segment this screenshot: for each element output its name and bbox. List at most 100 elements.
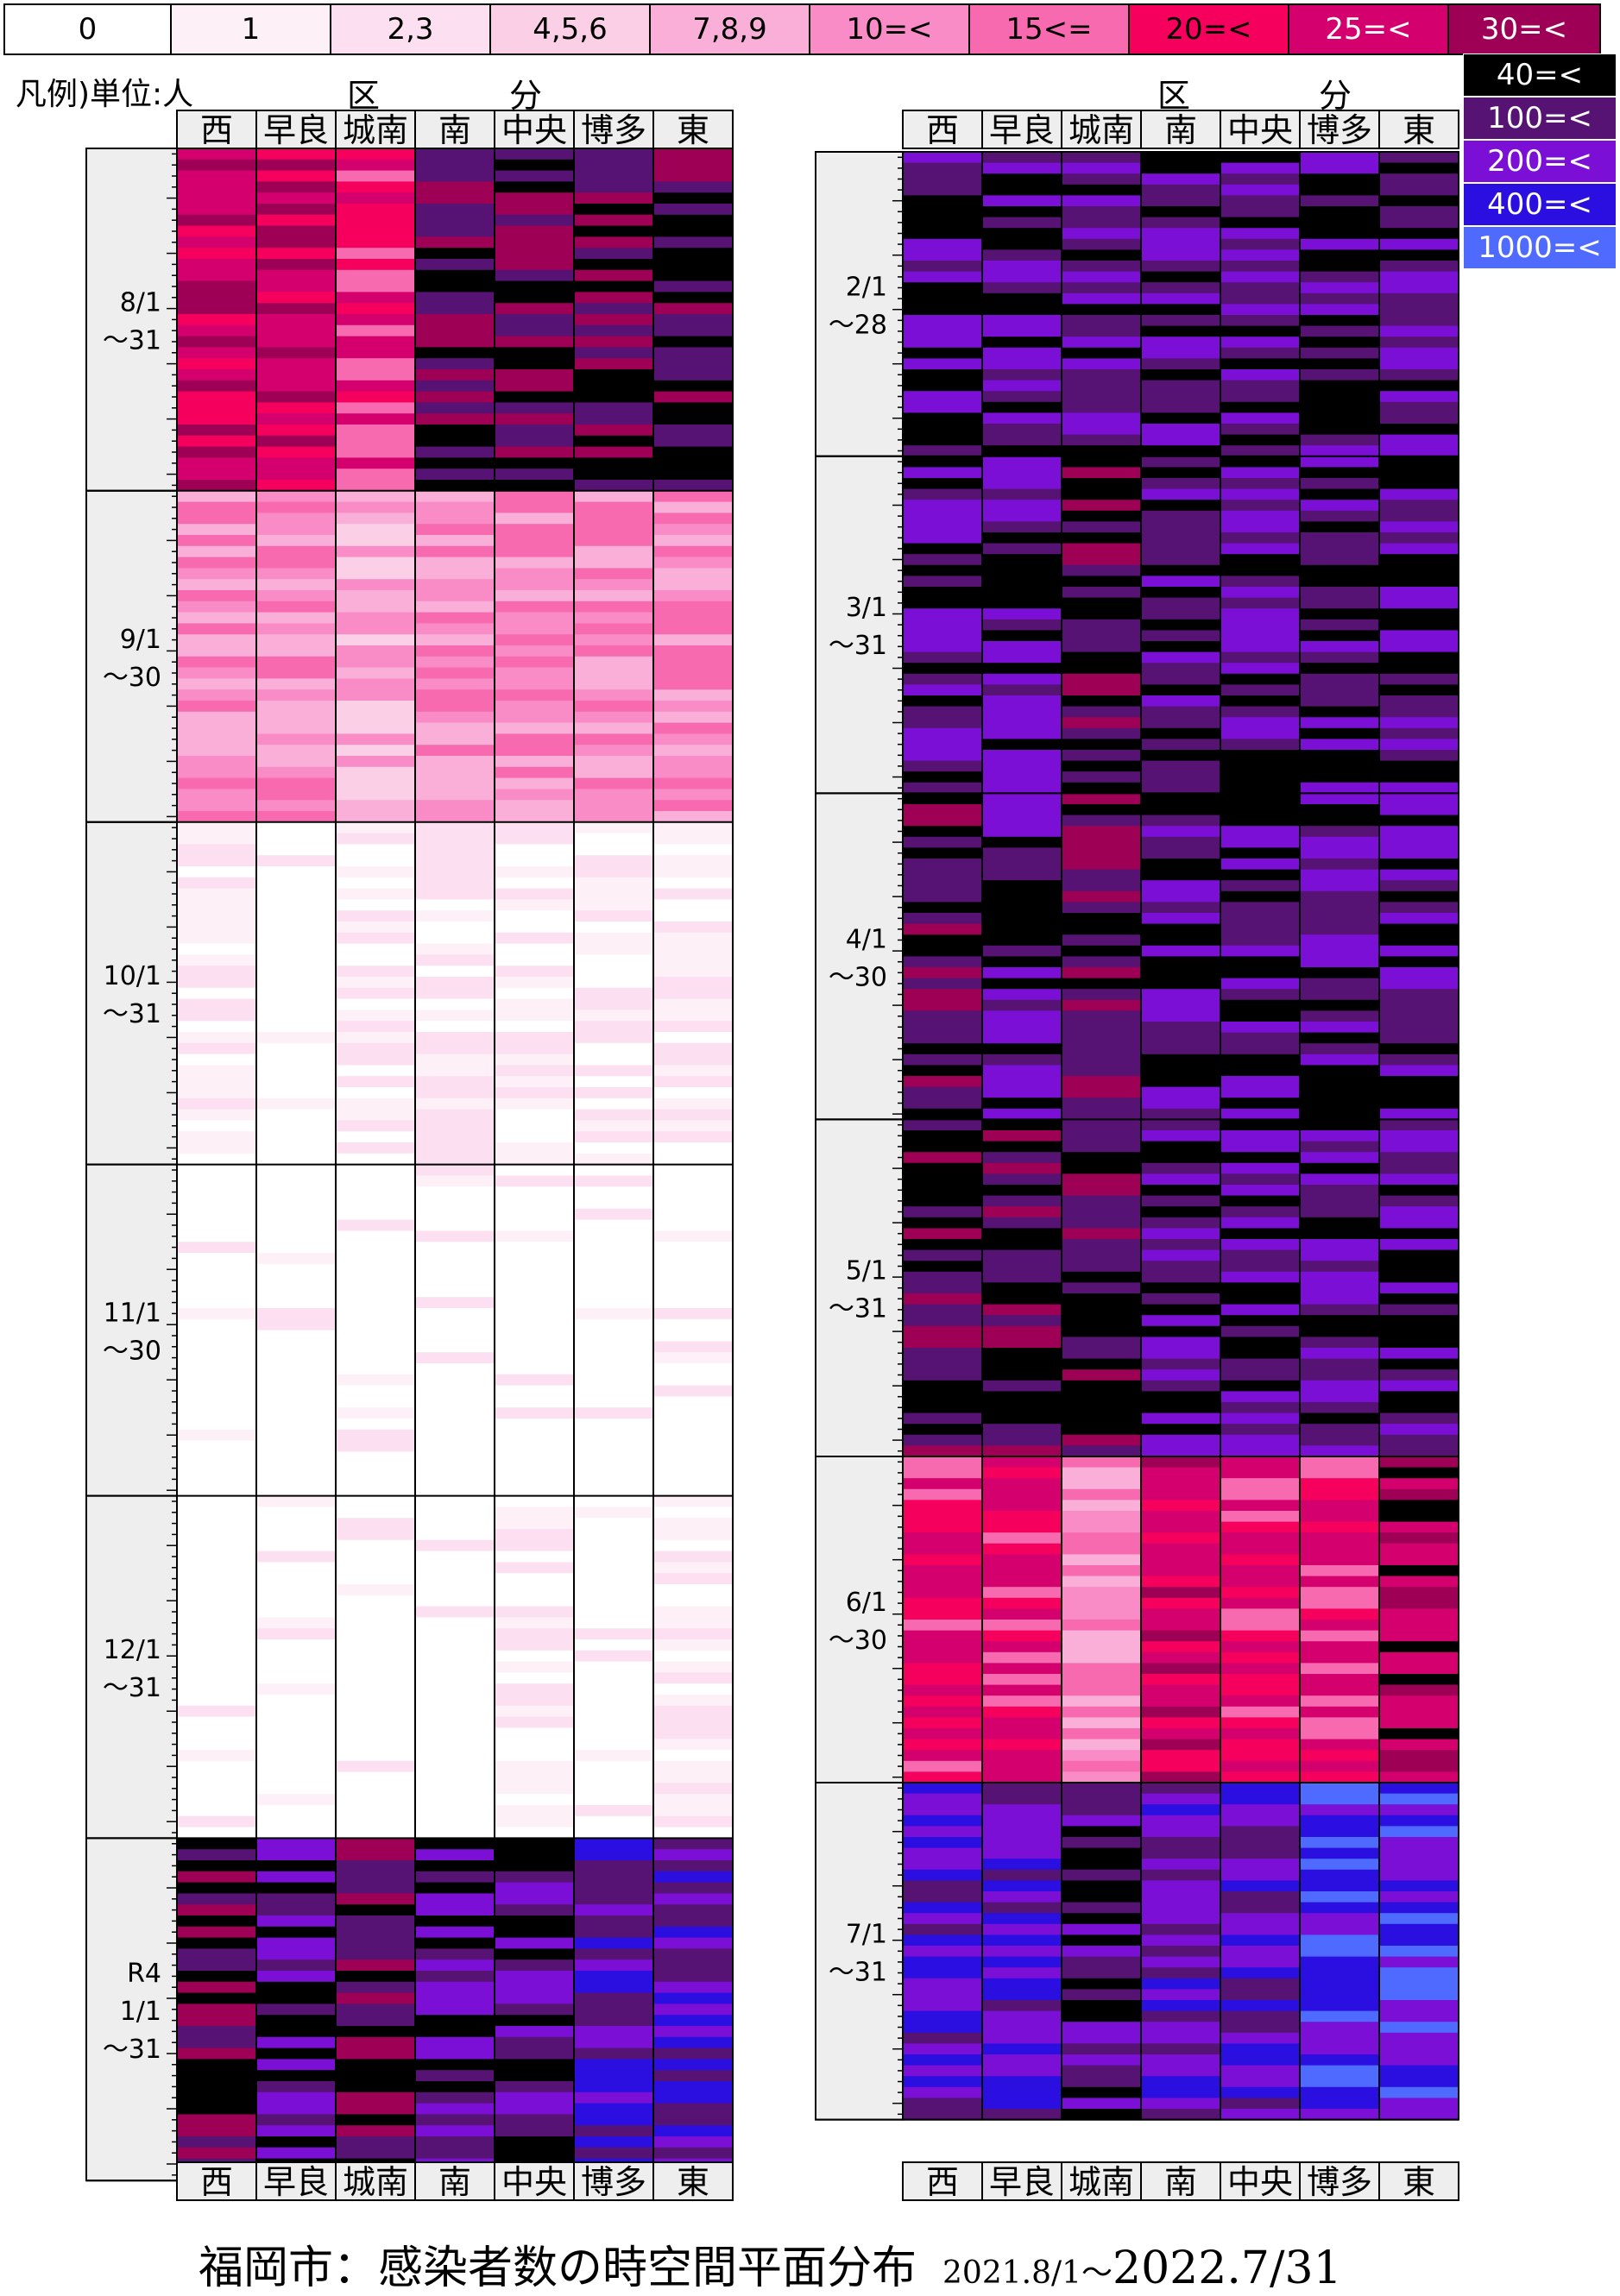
heatmap-cell [903,1837,982,1849]
heatmap-cell [1220,1152,1300,1164]
heatmap-cell [982,1293,1062,1305]
heatmap-cell [1141,261,1220,273]
heatmap-cell [415,987,495,1000]
heatmap-cell [1062,1500,1141,1512]
heatmap-cell [495,1042,574,1055]
heatmap-cell [495,821,574,834]
heatmap-cell [982,651,1062,664]
heatmap-cell [982,695,1062,708]
heatmap-cell [903,1054,982,1066]
heatmap-cell [653,656,733,669]
heatmap-cell [1220,1869,1300,1881]
heatmap-cell [653,1518,733,1530]
heatmap-cell [653,1297,733,1309]
heatmap-cell [1300,1065,1379,1077]
heatmap-cell [1141,1445,1220,1457]
heatmap-cell [903,1239,982,1251]
district-header-label: 西 [926,111,959,149]
month-label: ～31 [829,1294,887,1324]
heatmap-cell [653,1971,733,1983]
heatmap-cell [574,170,653,182]
heatmap-cell [415,645,495,657]
heatmap-cell [982,1989,1062,2001]
heatmap-cell [256,756,336,768]
heatmap-cell [495,446,574,458]
heatmap-cell [495,1573,574,1585]
heatmap-cell [653,1838,733,1850]
heatmap-cell [1141,391,1220,403]
heatmap-cell [1220,325,1300,337]
heatmap-cell [1141,304,1220,316]
heatmap-cell [653,1529,733,1541]
heatmap-cell [903,673,982,685]
heatmap-cell [982,1804,1062,1816]
heatmap-cell [415,1418,495,1431]
heatmap-cell [495,1308,574,1320]
heatmap-cell [1300,2022,1379,2034]
heatmap-cell [1062,967,1141,979]
heatmap-cell [1379,1706,1459,1718]
heatmap-cell [1379,1554,1459,1566]
heatmap-cell [903,1717,982,1729]
heatmap-cell [1141,184,1220,196]
heatmap-cell [574,214,653,227]
heatmap-cell [1062,717,1141,729]
heatmap-cell [574,1352,653,1364]
heatmap-cell [495,259,574,271]
heatmap-cell [495,524,574,536]
heatmap-cell [653,2136,733,2148]
heatmap-cell [1300,1054,1379,1066]
heatmap-cell [574,480,653,492]
heatmap-cell [495,1164,574,1176]
heatmap-cell [1300,1804,1379,1816]
heatmap-cell [1379,564,1459,576]
heatmap-cell [495,800,574,812]
heatmap-cell [982,587,1062,599]
heatmap-cell [336,689,415,701]
heatmap-cell [495,1562,574,1574]
heatmap-cell [256,2036,336,2049]
heatmap-cell [1379,869,1459,881]
district-header-label: 博多 [581,111,646,149]
heatmap-cell [1141,1869,1220,1881]
heatmap-cell [256,1971,336,1983]
heatmap-cell [1220,434,1300,446]
heatmap-cell [1300,304,1379,316]
heatmap-cell [903,1934,982,1947]
heatmap-cell [1220,706,1300,718]
heatmap-cell [177,1893,256,1905]
heatmap-cell [1379,836,1459,848]
heatmap-cell [415,1198,495,1210]
heatmap-cell [903,1771,982,1783]
heatmap-cell [1379,1608,1459,1620]
heatmap-cell [1379,890,1459,903]
heatmap-cell [336,2114,415,2126]
heatmap-cell [256,1760,336,1773]
heatmap-cell [177,1065,256,1077]
heatmap-cell [256,1065,336,1077]
heatmap-cell [1220,1630,1300,1642]
heatmap-cell [336,1584,415,1596]
heatmap-cell [1300,1076,1379,1088]
heatmap-cell [415,998,495,1010]
heatmap-cell [495,1838,574,1850]
heatmap-cell [574,1981,653,1994]
heatmap-cell [982,956,1062,968]
heatmap-cell [256,1010,336,1022]
heatmap-cell [1141,1706,1220,1718]
heatmap-cell [982,902,1062,914]
heatmap-cell [1062,1358,1141,1370]
heatmap-cell [1062,2000,1141,2012]
heatmap-cell [177,645,256,657]
heatmap-cell [415,977,495,989]
heatmap-cell [1062,880,1141,892]
heatmap-cell [1300,1717,1379,1729]
heatmap-cell [653,722,733,734]
heatmap-cell [1300,271,1379,283]
heatmap-cell [1141,1108,1220,1120]
heatmap-cell [1220,1717,1300,1729]
heatmap-cell [495,866,574,878]
heatmap-cell [1220,1185,1300,1197]
heatmap-cell [903,663,982,675]
heatmap-cell [1300,1663,1379,1675]
